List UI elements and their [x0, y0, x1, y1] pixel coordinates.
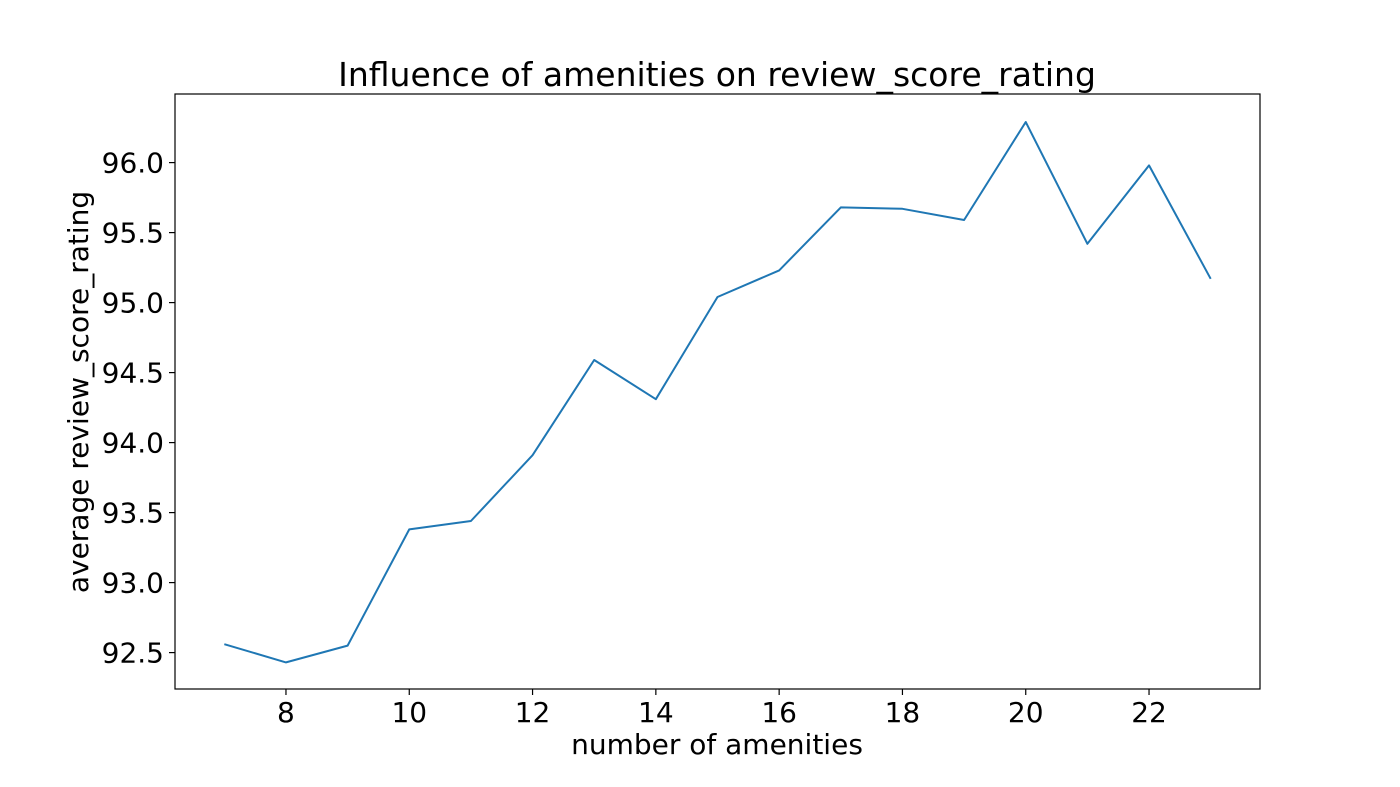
y-tick-label: 95.0	[102, 287, 164, 320]
y-tick-label: 96.0	[102, 147, 164, 180]
plot-area	[224, 121, 1212, 664]
y-axis-label: average review_score_rating	[62, 191, 95, 593]
series-line	[224, 121, 1212, 664]
x-tick-label: 8	[277, 696, 295, 729]
y-tick-label: 92.5	[102, 637, 164, 670]
y-tick-label: 93.5	[102, 497, 164, 530]
y-axis: 92.5 93.0 93.5 94.0 94.5 95.0 95.5 96.0	[102, 147, 175, 670]
x-tick-label: 10	[391, 696, 427, 729]
x-axis-label: number of amenities	[571, 728, 863, 761]
y-tick-label: 94.5	[102, 357, 164, 390]
y-tick-label: 94.0	[102, 427, 164, 460]
y-tick-label: 95.5	[102, 217, 164, 250]
x-axis: 8 10 12 14 16 18 20 22	[277, 689, 1167, 729]
x-tick-label: 18	[885, 696, 921, 729]
chart-title: Influence of amenities on review_score_r…	[338, 55, 1096, 94]
x-tick-label: 16	[761, 696, 797, 729]
plot-frame	[174, 93, 1261, 690]
x-tick-label: 22	[1131, 696, 1167, 729]
y-tick-label: 93.0	[102, 567, 164, 600]
x-tick-label: 20	[1008, 696, 1044, 729]
x-tick-label: 12	[515, 696, 551, 729]
x-tick-label: 14	[638, 696, 674, 729]
